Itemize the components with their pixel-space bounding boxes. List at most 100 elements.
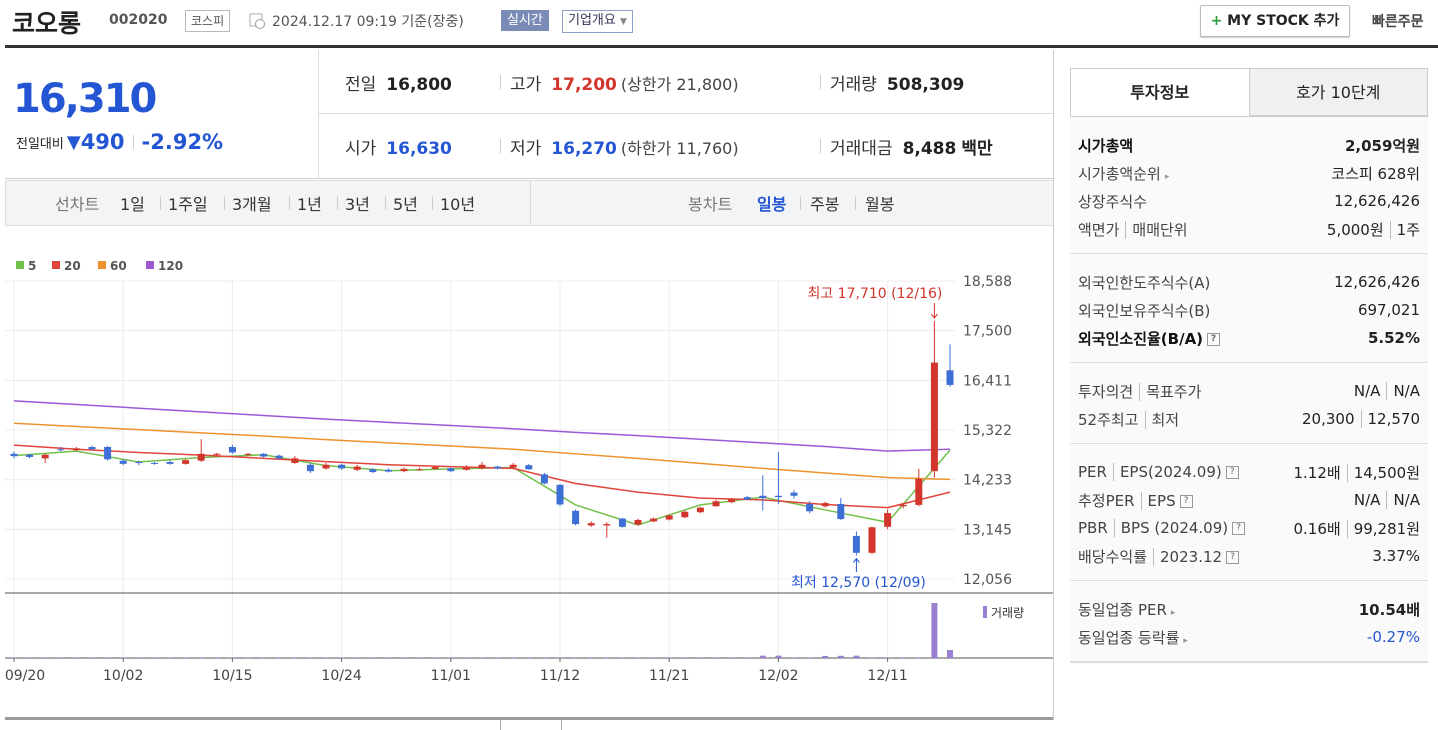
- volume-bar: [73, 657, 80, 658]
- separator: [820, 75, 821, 89]
- period-tab[interactable]: 3개월: [232, 195, 272, 214]
- label-part: 상장주식수: [1078, 192, 1148, 211]
- volume-bar: [931, 603, 938, 658]
- help-icon[interactable]: ?: [1207, 332, 1221, 346]
- label-part: 배당수익률: [1078, 547, 1148, 566]
- y-tick-label: 12,056: [963, 572, 1012, 588]
- help-icon[interactable]: ?: [1232, 522, 1246, 535]
- x-tick-label: 11/01: [431, 668, 471, 684]
- candle-body: [26, 454, 34, 458]
- volume-bar: [245, 657, 251, 658]
- row-value: -0.27%: [1367, 628, 1420, 646]
- invest-tab[interactable]: 투자정보: [1070, 68, 1250, 116]
- label-part: PBR: [1078, 519, 1108, 537]
- invest-tab[interactable]: 호가 10단계: [1249, 68, 1428, 116]
- label-part: PER: [1078, 463, 1107, 481]
- summary-sub: (상한가 21,800): [620, 75, 739, 94]
- volume-bar: [525, 657, 532, 658]
- help-icon[interactable]: ?: [1179, 494, 1193, 508]
- value-part: 14,500원: [1346, 463, 1420, 482]
- low-arrow: [853, 557, 860, 572]
- y-tick-label: 13,145: [963, 522, 1012, 538]
- realtime-button[interactable]: 실시간: [501, 10, 549, 31]
- x-tick-label: 12/11: [867, 668, 907, 684]
- label-part: 외국인소진율(B/A): [1078, 329, 1204, 348]
- tab-separator: [432, 196, 433, 210]
- volume-bar: [603, 657, 610, 658]
- legend-swatch: [16, 261, 24, 269]
- legend-label: 120: [158, 259, 183, 273]
- volume-bar: [447, 657, 454, 658]
- volume-bar: [822, 655, 829, 658]
- market-badge: 코스피: [185, 10, 231, 32]
- volume-bar: [947, 650, 953, 658]
- company-button[interactable]: 기업개요 ▼: [562, 10, 633, 33]
- candle-body: [462, 467, 470, 470]
- volume-bar: [775, 655, 782, 658]
- row-label: 52주최고 최저: [1078, 409, 1180, 430]
- tab-label: 봉차트: [688, 195, 733, 214]
- row-label: 시가총액: [1078, 135, 1133, 156]
- period-divider: [530, 181, 531, 225]
- candle-body: [603, 524, 611, 526]
- invest-group: 외국인한도주식수(A) 12,626,426 외국인보유주식수(B) 697,021 외…: [1070, 254, 1428, 363]
- change: 490: [80, 130, 125, 154]
- tab-separator: [800, 196, 801, 210]
- quick-order[interactable]: 빠른주문: [1372, 14, 1424, 30]
- x-tick-label: 11/12: [540, 668, 580, 684]
- summary-value: 8,488: [902, 139, 957, 159]
- volume-bar: [198, 657, 205, 658]
- volume-bar: [806, 657, 813, 658]
- invest-row: 추정PER EPS? N/A N/A: [1070, 486, 1428, 514]
- row-value: 5,000원 1주: [1327, 219, 1420, 240]
- tab-separator: [224, 196, 225, 210]
- row-value: 697,021: [1358, 301, 1420, 319]
- period-tab[interactable]: 1년: [297, 195, 322, 214]
- row-value: 3.37%: [1372, 547, 1420, 565]
- summary-cell: 거래량 508,309: [830, 70, 964, 95]
- change-label: 전일대비: [16, 136, 64, 152]
- candle-tab[interactable]: 주봉: [810, 195, 840, 214]
- period-tab[interactable]: 5년: [393, 195, 418, 214]
- help-icon[interactable]: ?: [1226, 550, 1240, 564]
- candle-body: [197, 453, 205, 461]
- period-bar: [5, 180, 1054, 226]
- invest-row: 52주최고 최저 20,300 12,570: [1070, 405, 1428, 433]
- high-arrow: [931, 303, 938, 319]
- volume-label: 거래량: [991, 606, 1024, 620]
- row-label: 시가총액순위 ▸: [1078, 163, 1169, 184]
- candle-body: [525, 465, 533, 470]
- help-icon[interactable]: ?: [1225, 466, 1239, 479]
- period-tab[interactable]: 3년: [345, 195, 370, 214]
- summary-cell: 시가 16,630: [345, 134, 452, 159]
- volume-bar: [338, 657, 345, 658]
- candle-body: [291, 458, 299, 463]
- period-tab[interactable]: 10년: [440, 195, 476, 214]
- separator: [500, 139, 501, 153]
- value-part: 5,000원: [1326, 220, 1384, 239]
- invest-row: 동일업종 등락률 ▸ -0.27%: [1070, 623, 1428, 651]
- volume-bar: [307, 657, 314, 658]
- volume-bar: [759, 655, 766, 658]
- row-label: 외국인보유주식수(B): [1078, 300, 1210, 321]
- candle-tab[interactable]: 월봉: [865, 195, 895, 214]
- candle-tab[interactable]: 일봉: [757, 195, 787, 214]
- mystock-button[interactable]: + MY STOCK 추가: [1200, 5, 1350, 37]
- invest-row: 상장주식수 12,626,426: [1070, 187, 1428, 215]
- tab-label: 선차트: [55, 195, 100, 214]
- candle-body: [104, 446, 112, 460]
- period-tab[interactable]: 1일: [120, 195, 145, 214]
- invest-tabs: 투자정보 호가 10단계: [1070, 68, 1428, 117]
- x-tick-label: 12/02: [758, 668, 798, 684]
- x-tick-label: 11/21: [649, 668, 689, 684]
- stock-chart: 18,588 17,500 16,411 15,322 14,233 13,145 12,0…: [5, 259, 1053, 684]
- summary-label: 거래량: [830, 75, 877, 95]
- candle-body: [650, 518, 658, 522]
- expand-handle[interactable]: [500, 720, 562, 730]
- candle-body: [369, 469, 377, 473]
- y-tick-label: 17,500: [963, 324, 1012, 340]
- period-tab[interactable]: 1주일: [168, 195, 208, 214]
- volume-bar: [510, 657, 517, 658]
- high-annotation: 최고 17,710 (12/16): [807, 286, 942, 302]
- volume-bar: [744, 657, 751, 658]
